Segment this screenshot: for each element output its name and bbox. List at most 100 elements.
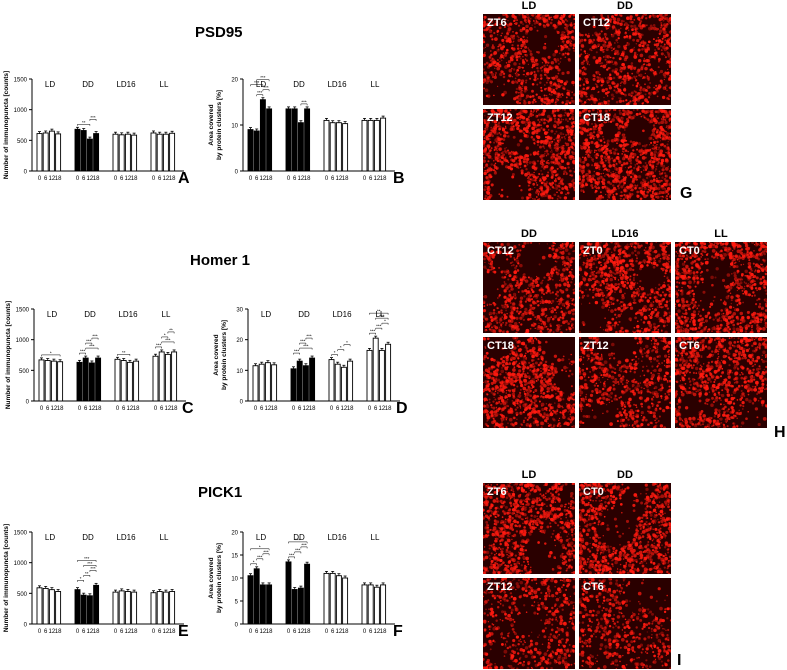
chart-e-x-tick-label: 0 — [152, 629, 156, 635]
micrograph-tile-h-ct6: CT6 — [675, 337, 767, 428]
chart-b-x-tick-label: 0 — [325, 176, 329, 182]
chart-f-x-tick-label: 0 — [325, 629, 329, 635]
chart-c-y-label: Number of immunopuncta [counts] — [5, 301, 12, 409]
chart-d-x-tick-label: 0 — [254, 406, 258, 412]
chart-a-x-tick-label: 6 — [158, 176, 162, 182]
chart-b-bar-dd-2 — [298, 123, 303, 171]
chart-f-x-tick-label: 18 — [380, 629, 387, 635]
micrograph-tile-label: CT6 — [679, 340, 700, 352]
chart-d-bar-ld-2 — [265, 363, 270, 401]
chart-d-group-label-ld16: LD16 — [332, 310, 352, 319]
chart-c-x-tick-label: 18 — [133, 406, 140, 412]
chart-a-bar-ll-3 — [170, 133, 175, 171]
chart-c-bar-dd-1 — [83, 358, 88, 401]
chart-b-bar-ll-1 — [368, 120, 373, 171]
chart-f-sig-label: *** — [295, 537, 301, 542]
chart-a-x-tick-label: 18 — [131, 176, 138, 182]
chart-c-x-tick-label: 6 — [160, 406, 164, 412]
chart-c-bar-dd-2 — [89, 363, 94, 401]
chart-a-bar-ll-0 — [151, 133, 156, 171]
chart-e-x-tick-label: 18 — [169, 629, 176, 635]
micrograph-i-column-label-0: LD — [483, 469, 575, 481]
chart-f-group-label-ld16: LD16 — [327, 533, 347, 542]
chart-d-bar-ll-2 — [379, 350, 384, 401]
chart-b-y-tick-label: 20 — [231, 78, 238, 84]
chart-e-x-tick-label: 0 — [76, 629, 80, 635]
chart-f-y-tick-label: 15 — [231, 554, 238, 560]
chart-b-x-tick-label: 6 — [255, 176, 259, 182]
chart-d-sig-label: *** — [379, 314, 385, 319]
chart-e-bar-ld-0 — [37, 588, 42, 624]
chart-d-bar-ld16-1 — [335, 364, 340, 401]
chart-e-sig-label: ** — [85, 571, 89, 576]
chart-e-sig-label: *** — [84, 556, 90, 561]
chart-e-bar-ld-1 — [43, 588, 48, 624]
micrograph-tile-g-zt6: ZT6 — [483, 14, 575, 105]
chart-b-bar-ld-3 — [267, 109, 272, 171]
chart-c-sig-label: * — [50, 350, 52, 355]
chart-e-bar-dd-0 — [75, 590, 80, 624]
chart-e-group-label-ld: LD — [45, 533, 55, 542]
chart-a-sig-label: *** — [90, 115, 96, 120]
chart-f-bar-ld16-1 — [330, 573, 335, 624]
chart-d-x-tick-label: 6 — [260, 406, 264, 412]
chart-e-group-label-ll: LL — [160, 533, 169, 542]
chart-d-x-tick-label: 18 — [309, 406, 316, 412]
chart-d-y-tick-label: 10 — [236, 369, 243, 375]
chart-f-bar-dd-3 — [305, 564, 310, 624]
chart-d-y-tick-label: 20 — [236, 338, 243, 344]
panel-letter-e: E — [178, 623, 189, 641]
chart-e-x-tick-label: 6 — [44, 629, 48, 635]
chart-c-bar-ld-0 — [39, 360, 44, 401]
chart-a-x-tick-label: 6 — [120, 176, 124, 182]
chart-e-bar-ll-2 — [163, 592, 168, 624]
chart-c-bar-ld16-3 — [134, 361, 139, 401]
chart-e-x-tick-label: 6 — [120, 629, 124, 635]
chart-b-x-tick-label: 6 — [331, 176, 335, 182]
chart-d-x-tick-label: 6 — [298, 406, 302, 412]
chart-e-x-tick-label: 18 — [55, 629, 62, 635]
micrograph-tile-label: CT12 — [487, 245, 514, 257]
chart-a-x-tick-label: 0 — [38, 176, 42, 182]
chart-d-x-tick-label: 0 — [330, 406, 334, 412]
chart-a-y-tick-label: 1500 — [14, 78, 28, 84]
chart-e-y-tick-label: 1000 — [14, 561, 28, 567]
chart-d-sig-label: *** — [370, 329, 376, 334]
chart-c-bar-ll-1 — [159, 352, 164, 401]
panel-letter-b: B — [393, 170, 405, 188]
chart-d-x-tick-label: 0 — [292, 406, 296, 412]
chart-e-group-label-dd: DD — [82, 533, 94, 542]
chart-a-bar-ld16-2 — [125, 134, 130, 171]
chart-f-y-tick-label: 0 — [235, 623, 239, 629]
chart-b-x-tick-label: 18 — [342, 176, 349, 182]
chart-d-x-tick-label: 18 — [347, 406, 354, 412]
micrograph-tile-i-ct0: CT0 — [579, 483, 671, 574]
chart-c-bar-dd-0 — [77, 362, 82, 401]
micrograph-h-column-label-1: LD16 — [579, 228, 671, 240]
chart-c-sig-label: *** — [156, 342, 162, 347]
chart-f-group-label-ld: LD — [256, 533, 266, 542]
chart-b-y-label-line2: by protein clusters [%] — [216, 90, 223, 160]
chart-a-x-tick-label: 6 — [44, 176, 48, 182]
chart-e-bar-dd-3 — [94, 585, 99, 624]
chart-a-x-tick-label: 18 — [55, 176, 62, 182]
chart-d-bar-ld-3 — [272, 365, 277, 401]
section-title-psd95: PSD95 — [195, 24, 243, 41]
chart-b-x-tick-label: 18 — [266, 176, 273, 182]
chart-c-group-label-ld16: LD16 — [118, 310, 138, 319]
chart-d-x-tick-label: 6 — [374, 406, 378, 412]
chart-e-bar-ld16-1 — [119, 591, 124, 624]
chart-f-y-label-line1: Area covered — [208, 557, 215, 598]
micrograph-tile-g-ct18: CT18 — [579, 109, 671, 200]
chart-f-y-tick-label: 20 — [231, 531, 238, 537]
chart-b-bar-ld16-2 — [336, 123, 341, 171]
chart-d-bar-dd-3 — [310, 358, 315, 401]
panel-letter-h: H — [774, 424, 786, 442]
chart-b-bar-dd-0 — [286, 109, 291, 171]
chart-d-bar-ld16-0 — [329, 360, 334, 401]
chart-b-sig-label: *** — [260, 75, 266, 80]
chart-c-sig-label: *** — [86, 339, 92, 344]
chart-c-x-tick-label: 18 — [95, 406, 102, 412]
chart-b-bar-ld-1 — [254, 131, 259, 171]
chart-b-sig-label: *** — [301, 99, 307, 104]
